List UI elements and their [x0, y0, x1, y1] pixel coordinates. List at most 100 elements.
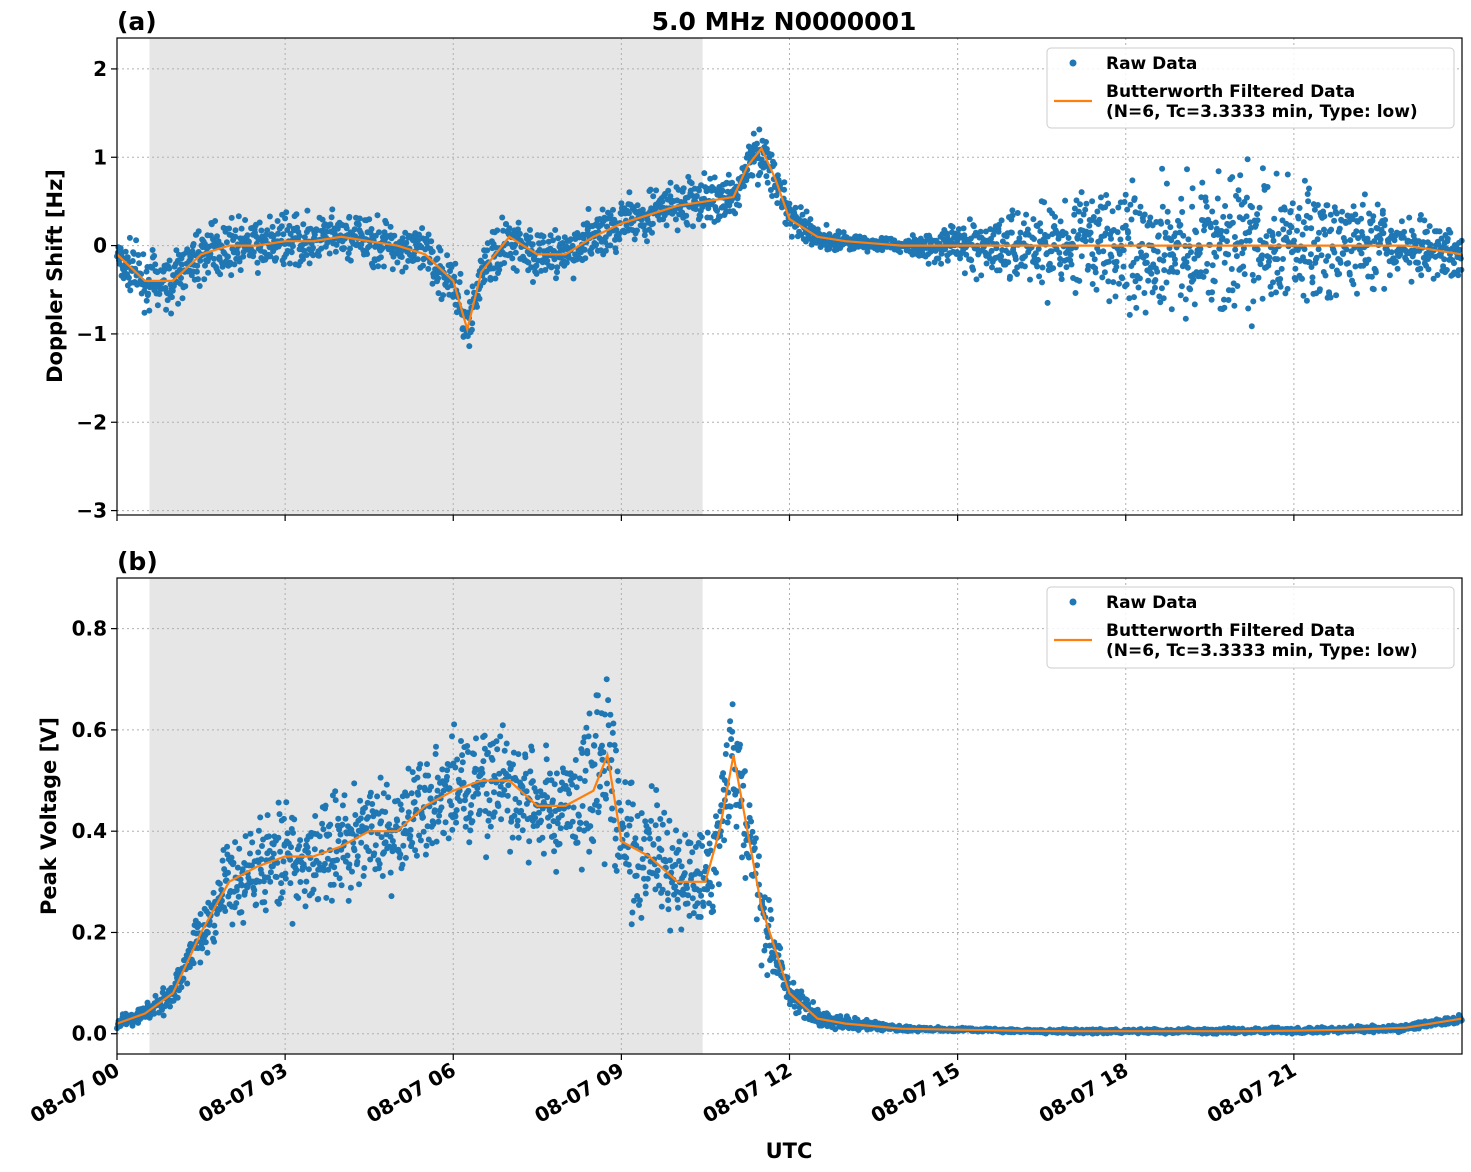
- raw-data-point: [1199, 179, 1206, 186]
- raw-data-point: [1271, 215, 1278, 222]
- raw-data-point: [168, 294, 175, 301]
- raw-data-point: [580, 739, 587, 746]
- raw-data-point: [1164, 208, 1171, 215]
- raw-data-point: [527, 768, 534, 775]
- raw-data-point: [573, 784, 580, 791]
- raw-data-point: [1377, 236, 1384, 243]
- raw-data-point: [476, 295, 483, 302]
- raw-data-point: [1237, 172, 1244, 179]
- raw-data-point: [650, 193, 657, 200]
- raw-data-point: [588, 250, 595, 257]
- raw-data-point: [1219, 235, 1226, 241]
- raw-data-point: [1142, 309, 1149, 316]
- raw-data-point: [431, 807, 438, 814]
- raw-data-point: [1082, 238, 1089, 245]
- raw-data-point: [416, 832, 423, 839]
- raw-data-point: [632, 835, 639, 842]
- raw-data-point: [1274, 256, 1281, 263]
- raw-data-point: [1325, 253, 1332, 260]
- raw-data-point: [216, 880, 223, 887]
- raw-data-point: [325, 866, 332, 873]
- raw-data-point: [287, 880, 294, 887]
- raw-data-point: [603, 676, 610, 683]
- raw-data-point: [422, 787, 428, 793]
- raw-data-point: [1313, 254, 1320, 261]
- raw-data-point: [399, 235, 406, 242]
- raw-data-point: [1197, 269, 1204, 276]
- raw-data-point: [303, 252, 310, 258]
- raw-data-point: [399, 268, 406, 275]
- raw-data-point: [1189, 203, 1196, 210]
- raw-data-point: [318, 245, 325, 252]
- raw-data-point: [653, 187, 660, 194]
- raw-data-point: [1278, 265, 1285, 272]
- raw-data-point: [1292, 276, 1299, 283]
- raw-data-point: [1184, 166, 1190, 173]
- raw-data-point: [364, 799, 371, 806]
- raw-data-point: [462, 823, 469, 830]
- raw-data-point: [700, 903, 707, 909]
- raw-data-point: [232, 839, 239, 846]
- raw-data-point: [235, 213, 242, 220]
- raw-data-point: [264, 812, 271, 819]
- raw-data-point: [234, 864, 241, 871]
- raw-data-point: [485, 817, 492, 824]
- raw-data-point: [675, 904, 681, 911]
- raw-data-point: [513, 267, 520, 274]
- raw-data-point: [690, 910, 697, 917]
- raw-data-point: [1346, 271, 1353, 278]
- raw-data-point: [572, 834, 579, 841]
- raw-data-point: [1171, 256, 1178, 263]
- raw-data-point: [666, 817, 673, 824]
- raw-data-point: [673, 827, 679, 834]
- raw-data-point: [556, 840, 563, 847]
- raw-data-point: [1280, 226, 1287, 233]
- raw-data-point: [225, 253, 231, 260]
- raw-data-point: [289, 243, 296, 250]
- raw-data-point: [164, 297, 171, 304]
- raw-data-point: [1406, 259, 1413, 266]
- raw-data-point: [571, 773, 578, 780]
- raw-data-point: [212, 929, 219, 936]
- raw-data-point: [1160, 257, 1167, 264]
- raw-data-point: [351, 226, 358, 233]
- raw-data-point: [697, 213, 704, 220]
- raw-data-point: [254, 259, 261, 266]
- raw-data-point: [1126, 295, 1133, 302]
- raw-data-point: [540, 239, 547, 246]
- raw-data-point: [228, 214, 235, 221]
- raw-data-point: [510, 761, 516, 768]
- raw-data-point: [194, 262, 201, 269]
- raw-data-point: [465, 749, 471, 755]
- raw-data-point: [1343, 246, 1350, 253]
- raw-data-point: [1048, 248, 1055, 255]
- raw-data-point: [319, 820, 326, 827]
- raw-data-point: [555, 235, 562, 242]
- raw-data-point: [684, 900, 691, 907]
- raw-data-point: [741, 183, 747, 190]
- raw-data-point: [616, 854, 623, 860]
- raw-data-point: [1225, 297, 1232, 303]
- raw-data-point: [1164, 219, 1171, 225]
- raw-data-point: [525, 259, 532, 266]
- raw-data-point: [509, 255, 516, 262]
- raw-data-point: [346, 213, 353, 220]
- raw-data-point: [234, 250, 241, 257]
- raw-data-point: [282, 875, 289, 882]
- raw-data-point: [1014, 271, 1020, 277]
- raw-data-point: [1254, 217, 1261, 224]
- raw-data-point: [1329, 263, 1336, 270]
- raw-data-point: [284, 830, 291, 837]
- raw-data-point: [1215, 168, 1222, 175]
- raw-data-point: [674, 227, 681, 234]
- raw-data-point: [407, 826, 414, 833]
- raw-data-point: [611, 742, 618, 749]
- raw-data-point: [935, 255, 942, 262]
- raw-data-point: [746, 802, 753, 809]
- raw-data-point: [429, 248, 436, 255]
- raw-data-point: [1388, 227, 1395, 234]
- raw-data-point: [1136, 275, 1143, 282]
- raw-data-point: [250, 249, 257, 256]
- raw-data-point: [551, 832, 558, 839]
- raw-data-point: [1159, 203, 1166, 210]
